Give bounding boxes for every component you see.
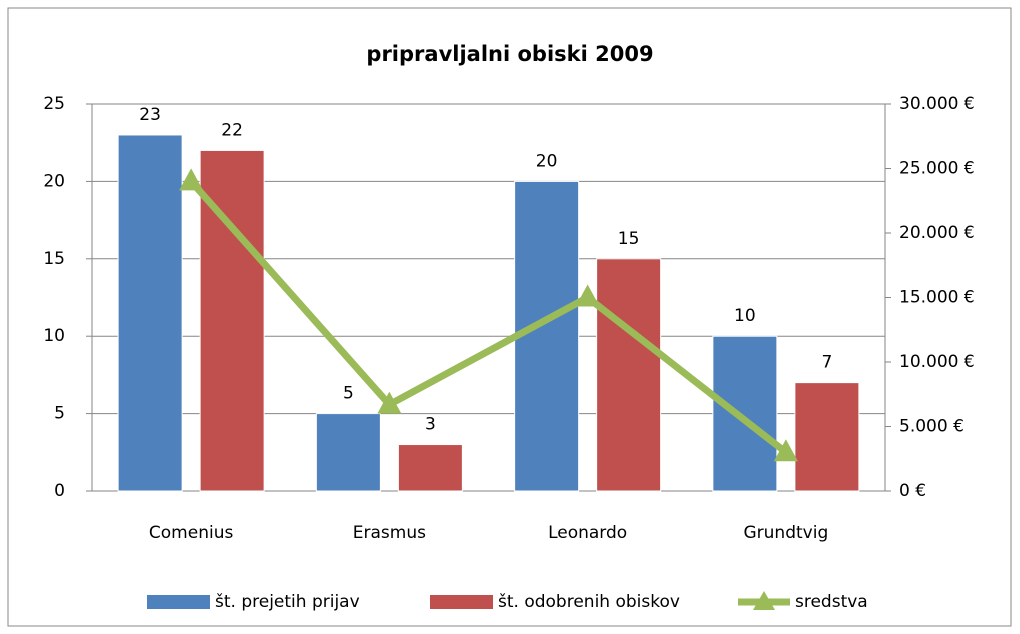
y-tick-label: 10 bbox=[43, 326, 65, 346]
chart-title: pripravljalni obiski 2009 bbox=[366, 42, 653, 66]
y-tick-label: 25 bbox=[43, 94, 65, 114]
y2-tick-label: 20.000 € bbox=[899, 223, 975, 243]
bar bbox=[794, 382, 860, 492]
x-tick-label: Grundtvig bbox=[744, 523, 829, 543]
y-tick-label: 20 bbox=[43, 171, 65, 191]
bar bbox=[514, 180, 580, 492]
bar bbox=[397, 444, 463, 492]
data-label: 10 bbox=[734, 306, 756, 326]
legend-swatch bbox=[147, 595, 210, 609]
y2-tick-label: 5.000 € bbox=[899, 417, 964, 437]
x-tick-label: Erasmus bbox=[353, 523, 426, 543]
legend-label: sredstva bbox=[795, 592, 868, 612]
bar bbox=[712, 335, 778, 492]
bar bbox=[315, 413, 381, 492]
line bbox=[188, 179, 789, 456]
y-tick-label: 5 bbox=[54, 404, 65, 424]
data-label: 7 bbox=[821, 353, 832, 373]
bar bbox=[117, 134, 183, 492]
legend-swatch bbox=[430, 595, 493, 609]
legend-label: št. odobrenih obiskov bbox=[498, 592, 680, 612]
data-label: 20 bbox=[536, 151, 558, 171]
y2-tick-label: 0 € bbox=[899, 481, 926, 501]
data-label: 3 bbox=[425, 415, 436, 435]
bar bbox=[596, 258, 662, 492]
line-marker bbox=[179, 168, 204, 191]
y2-tick-label: 10.000 € bbox=[899, 352, 975, 372]
data-label: 22 bbox=[221, 120, 243, 140]
x-tick-label: Comenius bbox=[149, 523, 234, 543]
data-label: 5 bbox=[343, 384, 354, 404]
line-marker bbox=[575, 284, 600, 307]
legend-label: št. prejetih prijav bbox=[215, 592, 360, 612]
y-tick-label: 0 bbox=[54, 481, 65, 501]
data-label: 23 bbox=[139, 105, 161, 125]
y-tick-label: 15 bbox=[43, 249, 65, 269]
x-tick-label: Leonardo bbox=[548, 523, 627, 543]
y2-tick-label: 25.000 € bbox=[899, 159, 975, 179]
data-label: 15 bbox=[618, 229, 640, 249]
y2-tick-label: 15.000 € bbox=[899, 288, 975, 308]
y2-tick-label: 30.000 € bbox=[899, 94, 975, 114]
line-marker bbox=[773, 439, 798, 462]
legend-marker bbox=[753, 591, 775, 610]
line-marker bbox=[377, 391, 402, 414]
